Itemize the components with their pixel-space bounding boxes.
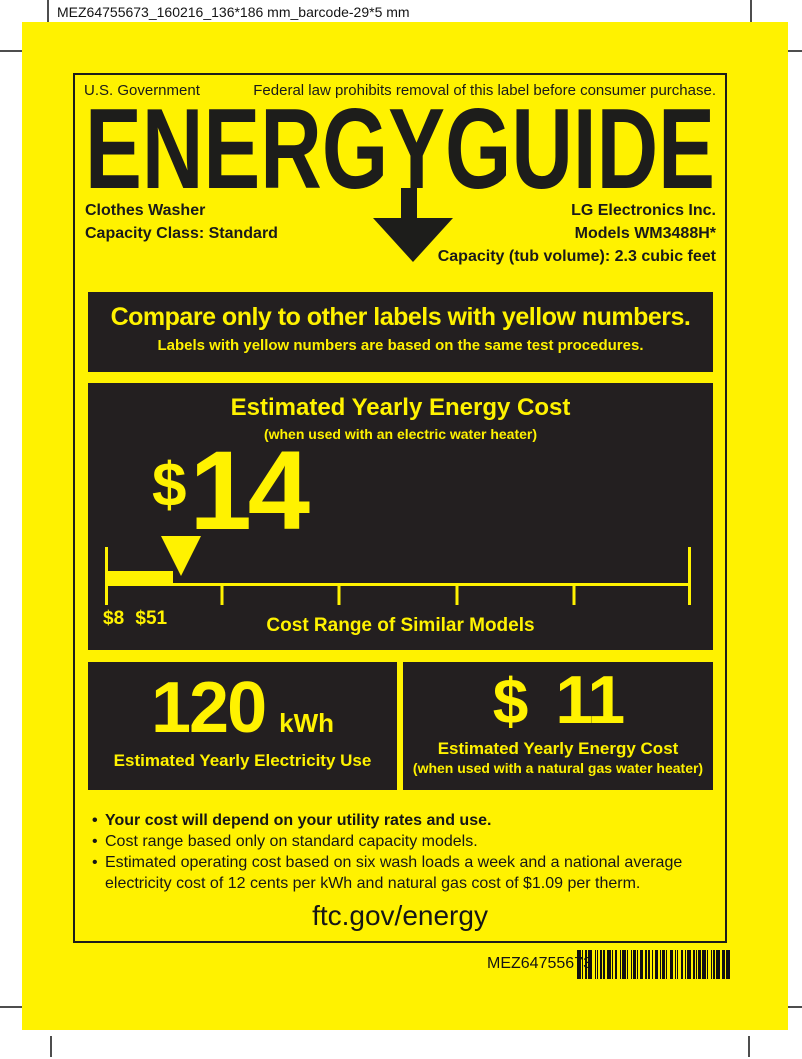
product-info-left: Clothes Washer Capacity Class: Standard xyxy=(85,199,278,245)
label-border-box: U.S. Government Federal law prohibits re… xyxy=(73,73,727,943)
range-max-label: $51 xyxy=(135,608,168,629)
gas-dollar-sign: $ xyxy=(492,665,529,737)
cost-panel-subtitle: (when used with an electric water heater… xyxy=(263,426,538,442)
crop-mark xyxy=(748,1036,750,1057)
scale-tick-min xyxy=(105,547,108,605)
down-arrow-icon xyxy=(373,188,453,262)
bullet-icon: • xyxy=(92,833,98,850)
gas-cost-value: 11 xyxy=(555,662,625,738)
gas-value-row: $ 11 xyxy=(403,662,713,738)
cost-range-bar xyxy=(105,571,173,584)
footnote-text: Your cost will depend on your utility ra… xyxy=(105,812,492,829)
cost-range-scale xyxy=(105,536,691,605)
kwh-value: 120 xyxy=(150,668,267,748)
electricity-caption: Estimated Yearly Electricity Use xyxy=(113,751,372,771)
scale-tick-max xyxy=(688,547,691,605)
compare-headline: Compare only to other labels with yellow… xyxy=(110,303,691,331)
energyguide-logo-text: ENERGYGUIDE xyxy=(85,106,715,195)
energyguide-logo: ENERGYGUIDE xyxy=(85,106,715,195)
footnote-item: • Cost range based only on standard capa… xyxy=(92,831,692,852)
crop-mark xyxy=(777,1006,802,1008)
range-min-label: $8 xyxy=(103,608,125,629)
cost-marker-triangle xyxy=(161,536,201,576)
federal-notice-text: Federal law prohibits removal of this la… xyxy=(253,82,716,99)
gas-caption: Estimated Yearly Energy Cost xyxy=(437,738,679,758)
model-number: Models WM3488H* xyxy=(574,225,716,242)
scale-range-labels: $8 $51 xyxy=(103,608,173,630)
electricity-use-panel: 120 kWh Estimated Yearly Electricity Use xyxy=(88,662,397,790)
crop-mark xyxy=(50,1036,52,1057)
cost-panel-title: Estimated Yearly Energy Cost xyxy=(230,394,571,421)
footnote-text: Cost range based only on standard capaci… xyxy=(105,833,478,850)
label-header-row: U.S. Government Federal law prohibits re… xyxy=(84,82,716,99)
crop-mark xyxy=(0,1006,40,1008)
scale-axis-line xyxy=(105,583,691,586)
dollar-sign: $ xyxy=(152,450,187,520)
product-type: Clothes Washer xyxy=(85,202,206,219)
compare-panel: Compare only to other labels with yellow… xyxy=(88,292,713,372)
crop-mark xyxy=(776,50,802,52)
footnote-text: Estimated operating cost based on six wa… xyxy=(105,854,683,892)
electricity-value-row: 120 kWh xyxy=(88,668,397,748)
manufacturer: LG Electronics Inc. xyxy=(571,202,716,219)
tub-capacity: Capacity (tub volume): 2.3 cubic feet xyxy=(437,248,716,265)
scale-tick xyxy=(337,583,341,605)
bullet-icon: • xyxy=(92,854,98,871)
scale-tick xyxy=(455,583,459,605)
footnote-item: • Your cost will depend on your utility … xyxy=(92,810,692,831)
cost-amount: 14 xyxy=(189,428,310,553)
capacity-class: Capacity Class: Standard xyxy=(85,225,278,242)
compare-subline: Labels with yellow numbers are based on … xyxy=(157,337,644,354)
gas-cost-panel: $ 11 Estimated Yearly Energy Cost (when … xyxy=(403,662,713,790)
barcode xyxy=(577,950,730,979)
estimated-cost-value: $ 14 xyxy=(152,428,310,553)
scale-tick xyxy=(572,583,576,605)
crop-mark xyxy=(750,0,752,24)
bullet-icon: • xyxy=(92,812,98,829)
scale-tick xyxy=(220,583,224,605)
crop-mark xyxy=(0,50,23,52)
energy-guide-label: U.S. Government Federal law prohibits re… xyxy=(22,22,788,1030)
us-government-text: U.S. Government xyxy=(84,82,200,99)
kwh-unit: kWh xyxy=(279,708,335,738)
ftc-url: ftc.gov/energy xyxy=(312,900,488,931)
footnote-list: • Your cost will depend on your utility … xyxy=(92,810,692,894)
part-number-text: MEZ64755673 xyxy=(487,955,592,972)
footnote-item: • Estimated operating cost based on six … xyxy=(92,852,692,894)
yearly-energy-cost-panel: Estimated Yearly Energy Cost (when used … xyxy=(88,383,713,650)
gas-subcaption: (when used with a natural gas water heat… xyxy=(412,759,704,776)
product-info-right: LG Electronics Inc. Models WM3488H* Capa… xyxy=(438,199,716,268)
file-name-text: MEZ64755673_160216_136*186 mm_barcode-29… xyxy=(57,4,410,20)
scale-caption: Cost Range of Similar Models xyxy=(266,615,535,636)
